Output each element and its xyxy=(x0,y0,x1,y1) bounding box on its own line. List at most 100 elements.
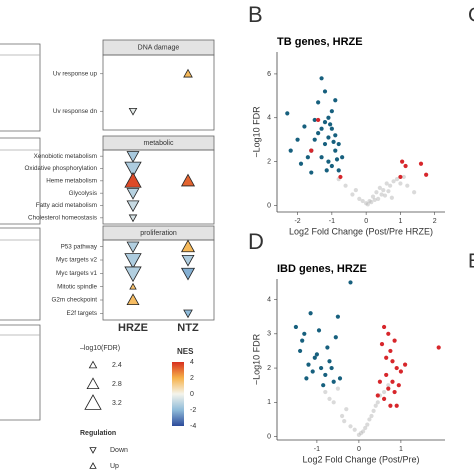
triangle xyxy=(124,253,142,269)
pathway-label: Uv response dn xyxy=(53,108,98,115)
point xyxy=(436,345,441,350)
point xyxy=(388,348,393,354)
colorbar-label: 2 xyxy=(190,375,194,382)
point xyxy=(374,190,379,195)
triangle xyxy=(128,107,138,116)
strip-title: DNA damage xyxy=(138,44,180,51)
pathway-label: Cholesterol homeostasis xyxy=(28,215,97,222)
pathway-label: Mitotic spindle xyxy=(57,283,97,290)
point xyxy=(319,365,324,371)
point xyxy=(367,417,372,422)
legend-key xyxy=(89,462,97,469)
point xyxy=(335,314,340,319)
point xyxy=(309,170,314,175)
point xyxy=(316,100,321,105)
point xyxy=(308,311,313,316)
pathway-label: Xenobiotic metabolism xyxy=(34,153,97,160)
point xyxy=(327,359,332,364)
point xyxy=(340,155,345,160)
point xyxy=(329,109,334,114)
point xyxy=(300,338,305,343)
x-tick-label: 2 xyxy=(433,218,437,225)
point xyxy=(321,383,326,388)
point xyxy=(329,126,334,131)
point xyxy=(391,179,396,184)
point xyxy=(382,389,387,395)
point xyxy=(333,148,338,153)
legend-key xyxy=(84,394,102,410)
point xyxy=(375,400,380,405)
chart-title: IBD genes, HRZE xyxy=(277,263,367,275)
colorbar-label: 0 xyxy=(190,391,194,398)
point xyxy=(316,117,321,123)
point xyxy=(424,172,429,177)
y-tick-label: 2 xyxy=(267,158,271,165)
legend-title: NES xyxy=(177,347,194,356)
point xyxy=(328,122,333,127)
triangle xyxy=(180,267,196,281)
point xyxy=(352,427,357,432)
colorbar-label: -2 xyxy=(190,407,196,414)
point xyxy=(331,139,336,144)
point xyxy=(298,161,304,166)
y-tick-label: 1 xyxy=(267,399,271,406)
point xyxy=(403,362,408,367)
x-tick-label: 1 xyxy=(398,218,402,225)
point xyxy=(319,155,324,160)
point xyxy=(340,413,345,419)
point xyxy=(335,386,340,391)
point xyxy=(331,379,336,384)
x-tick-label: HRZE xyxy=(118,322,148,334)
triangle xyxy=(124,172,142,188)
point xyxy=(386,383,391,388)
strip-title: metabolic xyxy=(144,140,174,147)
point xyxy=(398,369,403,374)
y-axis-label: −Log10 FDR xyxy=(251,106,261,158)
point xyxy=(365,202,370,207)
pathway-label: P53 pathway xyxy=(61,243,98,250)
point xyxy=(390,359,395,364)
point xyxy=(319,76,324,81)
point xyxy=(337,376,343,381)
point xyxy=(384,372,389,378)
y-tick-label: 0 xyxy=(267,202,271,209)
x-axis-label: Log2 Fold Change (Post/Pre) xyxy=(302,454,419,464)
colorbar xyxy=(172,362,184,426)
x-tick-label: 0 xyxy=(357,446,361,453)
point xyxy=(363,425,368,431)
cut-left-panels xyxy=(0,43,41,421)
point xyxy=(314,352,319,357)
point xyxy=(386,189,391,194)
point xyxy=(324,168,329,173)
legend-label: 2.8 xyxy=(112,381,122,388)
colorbar-label: 4 xyxy=(190,359,194,366)
point xyxy=(302,331,307,336)
pathway-label: Oxidative phosphorylation xyxy=(25,165,98,172)
triangle xyxy=(124,266,142,283)
point xyxy=(392,338,397,343)
point xyxy=(418,161,424,166)
panel xyxy=(102,239,215,321)
point xyxy=(295,137,300,142)
panel-letter: E xyxy=(468,250,474,272)
point xyxy=(336,141,341,147)
x-tick-label: NTZ xyxy=(177,322,199,334)
pathway-label: Glycolysis xyxy=(69,190,97,197)
point xyxy=(348,280,353,285)
point xyxy=(372,197,377,203)
legend-label: 3.2 xyxy=(112,400,122,407)
point xyxy=(312,117,317,123)
point xyxy=(389,195,394,200)
point xyxy=(365,422,370,427)
triangle xyxy=(183,68,193,78)
point xyxy=(302,124,307,129)
point xyxy=(369,200,374,205)
pathway-label: Heme metabolism xyxy=(46,178,97,185)
point xyxy=(350,192,355,197)
point xyxy=(306,362,311,367)
point xyxy=(325,345,330,350)
pathway-label: E2f targets xyxy=(67,310,97,317)
triangle xyxy=(124,161,142,178)
point xyxy=(401,174,406,180)
y-tick-label: 4 xyxy=(267,115,271,122)
